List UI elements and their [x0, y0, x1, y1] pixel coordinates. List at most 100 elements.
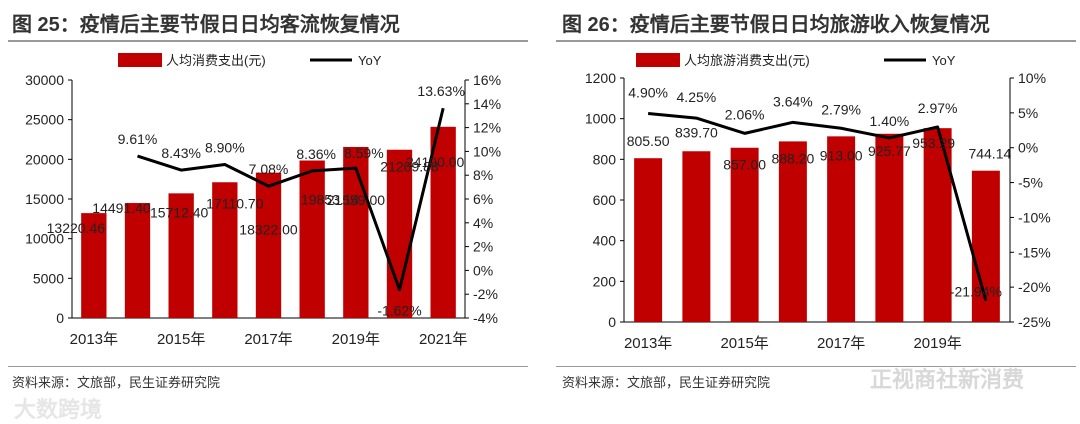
c2-bar	[730, 147, 759, 322]
chart2-title-rule	[556, 40, 1076, 42]
c2-y-right-tick-label: 5%	[1018, 105, 1038, 121]
c2-bar-label: 913.00	[820, 147, 863, 163]
c2-y-right-tick-label: -10%	[1018, 209, 1051, 225]
c1-bar-label: 21559.00	[327, 192, 386, 208]
c2-legend-line-label: YoY	[932, 53, 956, 68]
c2-yoy-label: 2.79%	[821, 101, 861, 117]
c2-y-left-tick-label: 1200	[585, 70, 616, 86]
c1-yoy-label: 9.61%	[118, 131, 158, 147]
c2-y-right-tick-label: -25%	[1018, 314, 1051, 330]
c2-yoy-label: 4.90%	[628, 85, 668, 101]
c1-yoy-label: 13.63%	[417, 83, 464, 99]
chart1-bottom-rule	[8, 366, 528, 367]
c2-yoy-label: 2.06%	[725, 106, 765, 122]
c2-yoy-label: 4.25%	[677, 89, 717, 105]
c2-bar	[827, 136, 856, 322]
c1-bar	[386, 149, 413, 318]
c1-yoy-label: 8.90%	[205, 139, 245, 155]
c2-bar	[682, 151, 711, 322]
chart1-title: 图 25：疫情后主要节假日日均客流恢复情况	[12, 14, 400, 36]
chart1-svg: 人均消费支出(元) YoY 0 5000 10000 15000 20000 25000 300…	[25, 53, 501, 348]
c1-bar-label: 13220.46	[47, 220, 106, 236]
c1-x-tick-label: 2017年	[244, 331, 292, 348]
c1-bar-label: 15712.40	[150, 204, 209, 220]
c2-y-right-tick-label: -20%	[1018, 279, 1051, 295]
c1-yoy-label: 8.43%	[161, 145, 201, 161]
c2-y-left-tick-label: 200	[593, 273, 617, 289]
c1-bar	[168, 193, 194, 318]
c1-yoy-label: -1.62%	[377, 303, 421, 319]
watermark-right: 正视商社新消费	[870, 367, 1025, 392]
c2-y-left-tick-label: 600	[593, 192, 617, 208]
c1-y-left-tick-label: 15000	[25, 191, 64, 207]
chart2-bottom-rule	[556, 366, 1076, 367]
c1-bar-label: 24100.00	[406, 154, 465, 170]
c2-bar	[634, 158, 663, 322]
c2-yoy-label: 2.97%	[918, 100, 958, 116]
c2-legend-bar-swatch	[636, 53, 680, 67]
c2-yoy-label: 3.64%	[773, 93, 813, 109]
c2-y-right-tick-label: -5%	[1018, 175, 1043, 191]
c2-yoy-label: 1.40%	[870, 113, 910, 129]
c1-y-right-tick-label: -2%	[473, 286, 498, 302]
c2-x-tick-label: 2015年	[720, 335, 768, 352]
chart1-source: 资料来源：文旅部，民生证券研究院	[12, 375, 221, 390]
c1-y-left-tick-label: 5000	[33, 270, 64, 286]
c1-y-right-tick-label: 8%	[473, 167, 493, 183]
c2-y-left-tick-label: 1000	[585, 111, 616, 127]
c1-y-right-tick-label: 10%	[473, 143, 501, 159]
c2-bar	[875, 133, 904, 322]
c2-bar-label: 805.50	[627, 133, 670, 149]
chart2-svg: 人均旅游消费支出(元) YoY020040060080010001200-25%-…	[585, 53, 1051, 352]
c2-x-tick-label: 2013年	[624, 335, 672, 352]
chart2-title: 图 26：疫情后主要节假日日均旅游收入恢复情况	[562, 14, 990, 36]
c1-yoy-label: 8.59%	[344, 145, 384, 161]
c2-bar-label: 857.00	[723, 157, 766, 173]
c1-bar-label: 19853.14	[301, 191, 360, 207]
c2-y-left-tick-label: 800	[593, 151, 617, 167]
c1-legend-line-label: YoY	[358, 53, 382, 68]
c1-bar	[299, 160, 325, 318]
c2-y-left-tick-label: 0	[608, 314, 616, 330]
c1-yoy-line	[137, 107, 445, 292]
c1-bar	[124, 203, 151, 318]
c1-y-right-tick-label: 0%	[473, 262, 493, 278]
c1-bar-label: 14491.40	[92, 200, 151, 216]
c2-bar-label: 839.70	[675, 124, 718, 140]
c2-y-right-tick-label: 0%	[1018, 140, 1038, 156]
c1-y-right-tick-label: -4%	[473, 310, 498, 326]
chart2-source: 资料来源：文旅部，民生证券研究院	[562, 375, 771, 390]
c2-yoy-line	[647, 112, 988, 302]
c1-y-right-tick-label: 4%	[473, 215, 493, 231]
c2-bar-label: 953.29	[912, 135, 955, 151]
c1-yoy-label: 7.08%	[249, 161, 289, 177]
c1-bar	[430, 126, 456, 318]
c2-y-right-tick-label: 10%	[1018, 70, 1046, 86]
c1-legend-bar-swatch	[118, 53, 162, 67]
c1-y-left-tick-label: 0	[56, 310, 64, 326]
c1-bar	[81, 213, 107, 318]
c2-bar	[778, 141, 807, 322]
c2-bar-label: 925.77	[868, 143, 911, 159]
c1-y-left-tick-label: 20000	[25, 151, 64, 167]
c1-y-right-tick-label: 6%	[473, 191, 493, 207]
c2-legend-bar-label: 人均旅游消费支出(元)	[684, 53, 810, 68]
c2-y-left-tick-label: 400	[593, 233, 617, 249]
c1-y-left-tick-label: 30000	[25, 72, 64, 88]
c1-bar	[255, 172, 282, 318]
c1-bar-label: 21209.88	[380, 159, 439, 175]
c2-bar-label: 744.14	[968, 146, 1011, 162]
c1-bar	[212, 182, 238, 318]
c1-yoy-label: 8.36%	[296, 146, 336, 162]
c1-bar	[343, 146, 369, 318]
c1-y-right-tick-label: 14%	[473, 96, 501, 112]
c1-bar-label: 17110.70	[206, 195, 264, 211]
c2-x-tick-label: 2017年	[817, 335, 865, 352]
c1-x-tick-label: 2015年	[157, 331, 205, 348]
c1-y-right-tick-label: 12%	[473, 120, 501, 136]
watermark-left: 大数跨境	[14, 397, 103, 422]
c2-y-right-tick-label: -15%	[1018, 244, 1051, 260]
c2-yoy-label: -21.94%	[950, 284, 1002, 300]
c2-x-tick-label: 2019年	[913, 335, 961, 352]
c1-bar-label: 18322.00	[239, 222, 298, 238]
